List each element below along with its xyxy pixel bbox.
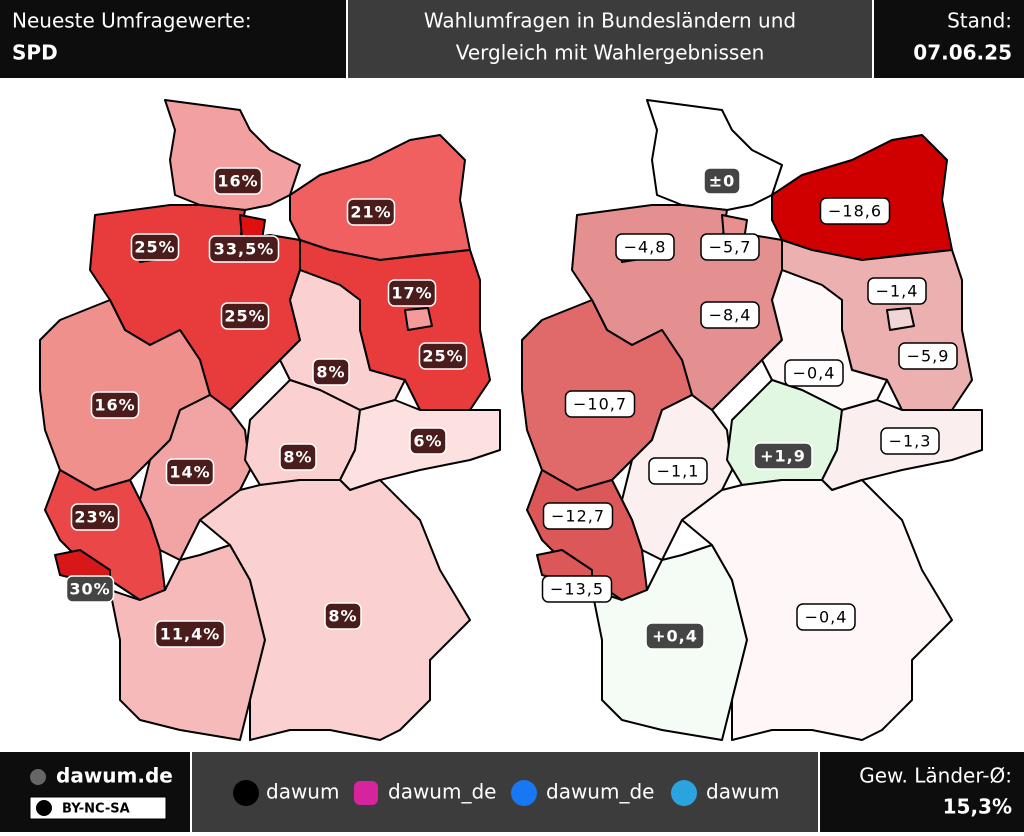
state-label: −4,8 xyxy=(624,238,667,257)
label-box xyxy=(154,620,226,648)
label-box xyxy=(615,233,675,261)
label-box xyxy=(541,575,613,603)
label-box xyxy=(700,233,760,261)
state-label: −13,5 xyxy=(550,580,604,599)
label-box xyxy=(346,198,396,226)
telegram-icon xyxy=(671,780,697,806)
state-label: −5,7 xyxy=(709,238,752,257)
label-box xyxy=(645,622,705,650)
header-center xyxy=(348,0,872,78)
map-right xyxy=(521,99,983,741)
state-label: 16% xyxy=(94,396,135,415)
label-box xyxy=(418,342,468,370)
map-left xyxy=(39,99,501,741)
avg-label: Gew. Länder-Ø: xyxy=(859,764,1012,788)
cc-icon xyxy=(36,800,52,816)
label-box xyxy=(213,167,263,195)
x-icon xyxy=(233,780,259,806)
state-label: 25% xyxy=(422,347,463,366)
label-box xyxy=(819,197,891,225)
label-box xyxy=(220,302,270,330)
label-box xyxy=(796,603,856,631)
stand-label: Stand: xyxy=(947,9,1012,33)
instagram-icon xyxy=(354,781,378,805)
logo xyxy=(30,769,46,785)
state-label: −10,7 xyxy=(573,395,627,414)
state-label: −18,6 xyxy=(828,202,882,221)
label-box xyxy=(700,301,760,329)
state-label: 11,4% xyxy=(160,625,221,644)
subtitle: Vergleich mit Wahlergebnissen xyxy=(456,41,765,65)
state-label: 21% xyxy=(350,203,391,222)
header-left xyxy=(0,0,346,78)
state-label: 33,5% xyxy=(214,240,275,259)
footer-right xyxy=(820,752,1024,832)
state-label: 16% xyxy=(217,172,258,191)
header-title: Neueste Umfragewerte: xyxy=(12,9,252,33)
state-label: −0,4 xyxy=(793,364,836,383)
label-box xyxy=(784,359,844,387)
label-box xyxy=(312,358,350,386)
social-handle[interactable]: dawum xyxy=(706,780,779,804)
state-label: −1,1 xyxy=(657,462,700,481)
avg-value: 15,3% xyxy=(943,795,1012,819)
label-box xyxy=(208,235,280,263)
site[interactable]: dawum.de xyxy=(56,764,173,788)
label-box xyxy=(564,390,636,418)
label-box xyxy=(542,502,614,530)
state-label: −1,4 xyxy=(876,282,919,301)
header-right xyxy=(874,0,1024,78)
state-label: 14% xyxy=(169,463,210,482)
state-label: 8% xyxy=(316,363,345,382)
license-badge xyxy=(29,796,167,820)
state-label: −8,4 xyxy=(709,306,752,325)
state-label: −0,4 xyxy=(805,608,848,627)
label-box xyxy=(279,443,317,471)
label-box xyxy=(753,442,813,470)
state-label: −12,7 xyxy=(551,507,605,526)
label-box xyxy=(324,602,362,630)
social-handle[interactable]: dawum_de xyxy=(546,780,654,804)
label-box xyxy=(880,427,940,455)
facebook-icon xyxy=(511,780,537,806)
license: BY-NC-SA xyxy=(62,802,130,817)
state-label: 6% xyxy=(413,432,442,451)
state-label: 8% xyxy=(283,448,312,467)
label-box xyxy=(70,503,120,531)
footer-center xyxy=(192,752,818,832)
state-label: −1,3 xyxy=(889,432,932,451)
state-label: −5,9 xyxy=(907,347,950,366)
state-label: 23% xyxy=(74,508,115,527)
state-label: +1,9 xyxy=(760,447,806,466)
label-box xyxy=(898,342,958,370)
state-label: ±0 xyxy=(709,172,736,191)
label-box xyxy=(165,458,215,486)
state-label: 25% xyxy=(224,307,265,326)
label-box xyxy=(648,457,708,485)
label-box xyxy=(409,427,447,455)
social-handle[interactable]: dawum xyxy=(266,780,339,804)
state-label: 8% xyxy=(328,607,357,626)
state-label: 17% xyxy=(391,284,432,303)
subtitle: Wahlumfragen in Bundesländern und xyxy=(424,9,796,33)
party: SPD xyxy=(12,41,58,65)
label-box xyxy=(867,277,927,305)
label-box xyxy=(65,575,115,603)
social-handle[interactable]: dawum_de xyxy=(388,780,496,804)
labels: 16% 25% 33,5% 21% 25% 17% 25% 8% 16% 14% 8% 6% 23% 30… xyxy=(65,167,958,650)
label-box xyxy=(387,279,437,307)
state-label: 25% xyxy=(134,238,175,257)
label-box xyxy=(130,233,180,261)
state-label: +0,4 xyxy=(652,627,698,646)
label-box xyxy=(90,391,140,419)
label-box xyxy=(703,167,741,195)
state-label: 30% xyxy=(69,580,110,599)
date: 07.06.25 xyxy=(913,41,1012,65)
